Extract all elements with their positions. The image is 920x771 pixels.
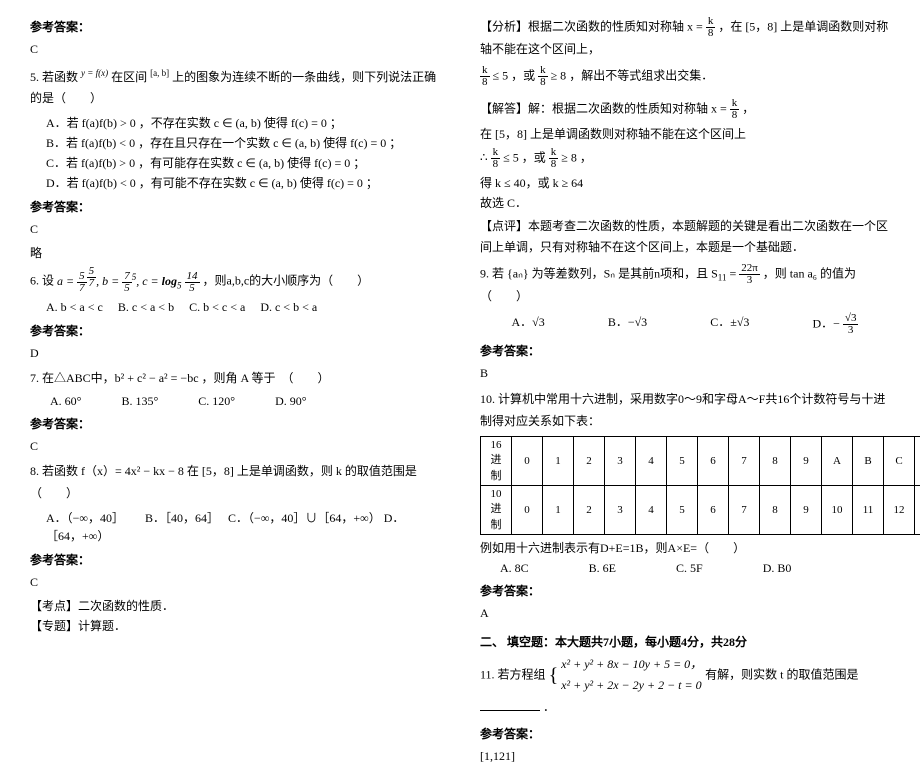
section-2-title: 二、 填空题：本大题共7小题，每小题4分，共28分 — [480, 633, 890, 650]
answer-value: C — [30, 39, 440, 61]
q8-options: A．（−∞，40］ B．［40，64］ C．（−∞，40］∪［64，+∞） D．… — [30, 509, 440, 545]
dianping: 【点评】本题考查二次函数的性质，本题解题的关键是看出二次函数在一个区间上单调，只… — [480, 216, 890, 259]
answer-value: C — [30, 219, 440, 241]
answer-value: C — [30, 436, 440, 458]
q5-opt-b: B．若 f(a)f(b) < 0 ，存在且只存在一个实数 c ∈ (a, b) … — [30, 134, 440, 152]
q9-options: A．√3 B．−√3 C．±√3 D．− √33 — [480, 313, 890, 336]
answer-value: D — [30, 343, 440, 365]
answer-label: 参考答案： — [480, 342, 890, 359]
q5-opt-a: A．若 f(a)f(b) > 0 ，不存在实数 c ∈ (a, b) 使得 f(… — [30, 114, 440, 132]
fenxi: 【分析】根据二次函数的性质知对称轴 x = k8 ，在 [5，8] 上是单调函数… — [480, 16, 890, 61]
q5-opt-c: C．若 f(a)f(b) > 0 ，有可能存在实数 c ∈ (a, b) 使得 … — [30, 154, 440, 172]
q5-opt-d: D．若 f(a)f(b) < 0 ，有可能不存在实数 c ∈ (a, b) 使得… — [30, 174, 440, 192]
answer-label: 参考答案： — [480, 582, 890, 599]
q9-stem: 9. 若 {aₙ} 为等差数列，Sₙ 是其前n项和，且 S11 = 22π3 ，… — [480, 263, 890, 308]
q8-stem: 8. 若函数 f（x）= 4x² − kx − 8 在 [5，8] 上是单调函数… — [30, 461, 440, 504]
q10-options: A. 8C B. 6E C. 5F D. B0 — [500, 561, 890, 576]
left-column: 参考答案： C 5. 若函数 y = f(x) 在区间 [a, b] 上的图象为… — [30, 12, 440, 771]
answer-value: C — [30, 572, 440, 594]
kaodian: 【考点】二次函数的性质． — [30, 597, 440, 615]
q6-stem: 6. 设 a = 5757, b = 755, c = log5 145 ，则a… — [30, 266, 440, 293]
answer-label: 参考答案： — [30, 322, 440, 339]
answer-label: 参考答案： — [30, 551, 440, 568]
jieda: 【解答】解：根据二次函数的性质知对称轴 x = k8 ， — [480, 98, 890, 121]
answer-value: B — [480, 363, 890, 385]
hex-table: 16进制0123456789ABCDEF 10进制012345678910111… — [480, 436, 920, 535]
blank-field — [480, 710, 540, 711]
q10-example: 例如用十六进制表示有D+E=1B，则A×E=（ ） — [480, 539, 890, 557]
zhuanti: 【专题】计算题． — [30, 617, 440, 635]
q5-stem: 5. 若函数 y = f(x) 在区间 [a, b] 上的图象为连续不断的一条曲… — [30, 65, 440, 110]
q11-stem: 11. 若方程组 { x² + y² + 8x − 10y + 5 = 0， x… — [480, 654, 890, 719]
answer-label: 参考答案： — [30, 415, 440, 432]
q7-options: A. 60° B. 135° C. 120° D. 90° — [50, 394, 440, 409]
answer-value: [1,121] — [480, 746, 890, 768]
q7-stem: 7. 在△ABC中，b² + c² − a² = −bc ，则角 A 等于 （ … — [30, 368, 440, 390]
q10-stem: 10. 计算机中常用十六进制，采用数字0～9和字母A～F共16个计数符号与十进制… — [480, 389, 890, 432]
answer-label: 参考答案： — [30, 198, 440, 215]
q6-options: A. b < a < c B. c < a < b C. b < c < a D… — [30, 298, 440, 316]
answer-label: 参考答案： — [30, 18, 440, 35]
answer-value: A — [480, 603, 890, 625]
answer-blank: 略 — [30, 244, 440, 262]
answer-label: 参考答案： — [480, 725, 890, 742]
right-column: 【分析】根据二次函数的性质知对称轴 x = k8 ，在 [5，8] 上是单调函数… — [480, 12, 890, 771]
